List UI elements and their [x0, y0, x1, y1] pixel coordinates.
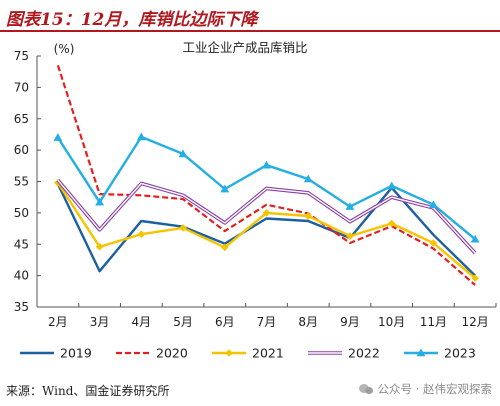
y-tick-label: 60: [14, 143, 29, 157]
watermark-text: 公众号 · 赵伟宏观探索: [377, 382, 492, 396]
x-tick-label: 7月: [257, 315, 277, 329]
series-2019: [56, 183, 476, 277]
y-tick-label: 65: [14, 112, 29, 126]
y-tick-label: 55: [14, 175, 29, 189]
data-point-2023: [303, 174, 313, 183]
data-point-2021: [220, 243, 229, 252]
x-tick-label: 4月: [131, 315, 151, 329]
data-point-2021: [346, 232, 354, 240]
title-rule: [0, 30, 500, 32]
x-tick-label: 11月: [420, 315, 447, 329]
wechat-icon: [358, 383, 374, 395]
legend-item-2020: 2020: [116, 346, 188, 361]
data-point-2023: [53, 133, 63, 141]
x-tick-label: 12月: [461, 315, 488, 329]
series-2020: [56, 65, 476, 286]
source-note: 来源：Wind、国金证券研究所: [6, 384, 170, 398]
x-tick-label: 9月: [340, 315, 360, 329]
series-line-2022-inner: [57, 179, 476, 254]
legend-item-2022: 2022: [308, 346, 380, 361]
data-point-2023: [220, 184, 230, 193]
series-layer: [53, 65, 480, 286]
figure-header: 图表15：12月，库销比边际下降: [0, 0, 500, 32]
y-axis-unit-label: (%): [54, 42, 75, 56]
legend-item-2019: 2019: [20, 346, 92, 361]
x-tick-label: 10月: [378, 315, 405, 329]
data-point-2023: [345, 202, 355, 210]
data-point-2023: [470, 234, 480, 243]
data-point-2021: [95, 242, 104, 251]
data-point-2023: [178, 149, 188, 158]
x-tick-label: 6月: [215, 315, 235, 329]
series-2023: [53, 132, 480, 243]
series-line-2021: [56, 182, 476, 280]
legend-label-2019: 2019: [60, 346, 92, 361]
y-tick-label: 50: [14, 206, 29, 220]
x-tick-label: 8月: [298, 315, 318, 329]
y-tick-label: 45: [14, 237, 29, 251]
series-line-2020: [56, 65, 476, 286]
data-point-2023: [387, 181, 397, 190]
x-tick-label: 2月: [48, 315, 68, 329]
legend-label-2022: 2022: [348, 346, 380, 361]
x-tick-label: 3月: [90, 315, 110, 329]
axes: 35 40 45 50 55 60 65 70 75 2月 3月 4月 5月 6月 7月 8月 9月 10月 11月…: [14, 49, 497, 329]
y-tick-label: 35: [14, 300, 29, 314]
inventory-sales-ratio-chart: 工业企业产成品库销比 (%) 35 40 45 50 55 60 65 70 75 2月 3月 4月 5…: [14, 40, 497, 361]
figure-title: 图表15：12月，库销比边际下降: [6, 10, 258, 30]
data-point-2021: [387, 219, 396, 228]
legend: 2019 2020 2021 2022 2023: [20, 346, 476, 361]
data-point-2021: [262, 209, 271, 217]
series-line-2019: [56, 183, 476, 277]
data-point-2023: [262, 160, 271, 169]
data-point-2021: [471, 274, 479, 282]
legend-label-2021: 2021: [252, 346, 284, 361]
data-point-2021: [179, 224, 187, 232]
watermark: 公众号 · 赵伟宏观探索: [358, 381, 492, 397]
y-tick-label: 75: [14, 49, 29, 63]
chart-title: 工业企业产成品库销比: [182, 40, 307, 55]
data-point-2023: [95, 197, 104, 206]
data-point-2021: [429, 239, 438, 247]
legend-label-2023: 2023: [444, 346, 476, 361]
series-2022: [56, 179, 477, 255]
legend-marker-2023: [416, 348, 426, 357]
data-point-2023: [136, 132, 146, 141]
data-point-2021: [304, 212, 313, 220]
legend-item-2021: 2021: [212, 346, 284, 361]
legend-marker-2021: [225, 349, 233, 357]
data-point-2021: [137, 230, 146, 239]
data-point-2023: [429, 200, 438, 209]
legend-label-2020: 2020: [156, 346, 188, 361]
y-tick-label: 70: [14, 80, 29, 94]
y-tick-label: 40: [14, 269, 29, 283]
legend-item-2023: 2023: [404, 346, 476, 361]
x-tick-label: 5月: [173, 315, 193, 329]
